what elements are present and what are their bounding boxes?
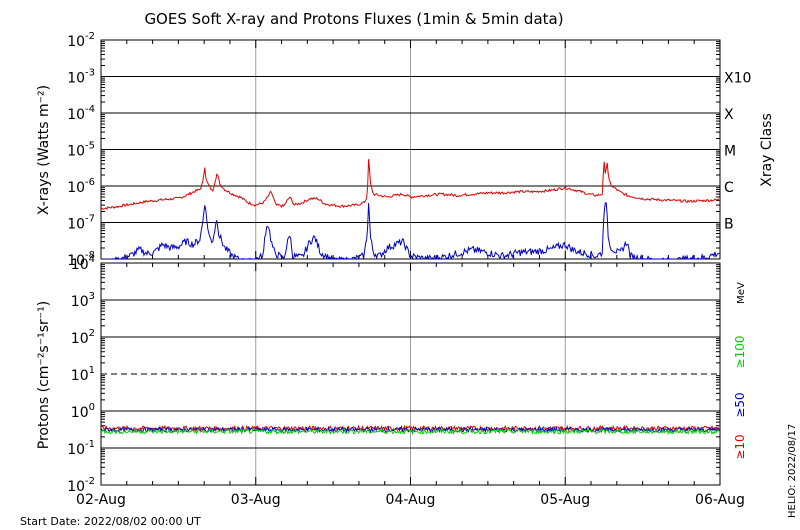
y-tick-label: 102: [71, 328, 95, 347]
x-tick-label: 02-Aug: [76, 492, 126, 508]
energy-legend-label: ≥100: [733, 336, 747, 369]
y-tick-label: 103: [71, 291, 95, 310]
xray-long-series: [101, 159, 720, 211]
x-axis: 02-Aug 03-Aug 04-Aug 05-Aug 06-Aug: [76, 492, 745, 508]
x-tick-label: 06-Aug: [695, 492, 745, 508]
proton-series: [101, 424, 720, 433]
xray-class-title: Xray Class: [759, 113, 775, 187]
x-tick-label: 05-Aug: [540, 492, 590, 508]
energy-unit-label: MeV: [736, 282, 747, 304]
plot-frame: [100, 39, 721, 260]
y-tick-label: 10-2: [67, 31, 95, 50]
y-tick-label: 100: [71, 402, 95, 421]
xray-short-series: [101, 202, 720, 259]
start-date: Start Date: 2022/08/02 00:00 UT: [20, 515, 201, 528]
x-tick-label: 04-Aug: [386, 492, 436, 508]
y-tick-label: 10-6: [67, 177, 95, 196]
xray-class-label: C: [724, 180, 734, 196]
xray-panel: 10-210-310-410-510-610-710-8X-rays (Watt…: [36, 31, 775, 269]
y-tick-label: 10-1: [67, 439, 95, 458]
energy-legend-label: ≥10: [733, 434, 747, 459]
xray-class-label: X10: [724, 71, 751, 87]
proton-axis-label: Protons (cm⁻²s⁻¹sr⁻¹): [36, 301, 52, 450]
proton-series: [101, 427, 720, 436]
xray-axis-label: X-rays (Watts m⁻²): [36, 85, 52, 215]
x-tick-label: 03-Aug: [231, 492, 281, 508]
y-tick-label: 101: [71, 365, 95, 384]
y-tick-label: 10-7: [67, 214, 95, 233]
xray-class-label: B: [724, 217, 734, 233]
y-tick-label: 10-5: [67, 141, 95, 160]
credit-label: HELIO: 2022/08/17: [787, 424, 798, 518]
xray-class-label: X: [724, 107, 734, 123]
energy-legend-label: ≥50: [733, 392, 747, 417]
y-tick-label: 104: [71, 254, 95, 273]
y-tick-label: 10-3: [67, 68, 95, 87]
chart-title: GOES Soft X-ray and Protons Fluxes (1min…: [144, 10, 563, 28]
y-tick-label: 10-4: [67, 104, 95, 123]
plot-frame: [100, 262, 721, 486]
xray-class-label: M: [724, 144, 736, 160]
